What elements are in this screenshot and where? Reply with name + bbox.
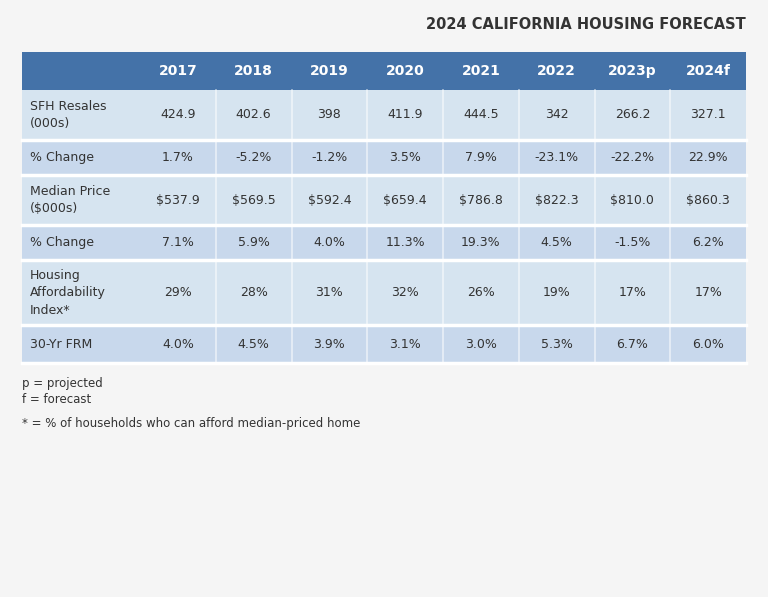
Text: 444.5: 444.5 [463,109,498,122]
Text: 17%: 17% [694,286,722,299]
Text: % Change: % Change [30,236,94,249]
Text: 6.2%: 6.2% [692,236,724,249]
Text: 2020: 2020 [386,64,425,78]
Text: Housing
Affordability
Index*: Housing Affordability Index* [30,269,106,316]
Text: 2017: 2017 [158,64,197,78]
Text: p = projected: p = projected [22,377,103,390]
Text: $569.5: $569.5 [232,193,276,207]
Text: 3.5%: 3.5% [389,151,421,164]
Text: 26%: 26% [467,286,495,299]
Text: 3.1%: 3.1% [389,337,421,350]
Text: 19.3%: 19.3% [461,236,501,249]
Text: 6.7%: 6.7% [617,337,648,350]
Text: 2022: 2022 [537,64,576,78]
Text: -23.1%: -23.1% [535,151,578,164]
Text: Median Price
($000s): Median Price ($000s) [30,184,111,216]
Text: $592.4: $592.4 [307,193,351,207]
Text: SFH Resales
(000s): SFH Resales (000s) [30,100,107,130]
Text: 424.9: 424.9 [160,109,196,122]
Text: 22.9%: 22.9% [688,151,728,164]
Text: * = % of households who can afford median-priced home: * = % of households who can afford media… [22,417,360,430]
Text: 2021: 2021 [462,64,500,78]
Bar [22,140,746,175]
Text: 398: 398 [317,109,341,122]
Text: 7.1%: 7.1% [162,236,194,249]
Text: 4.5%: 4.5% [237,337,270,350]
Text: 28%: 28% [240,286,267,299]
Text: 2024f: 2024f [686,64,730,78]
Text: 11.3%: 11.3% [386,236,425,249]
Text: 4.5%: 4.5% [541,236,573,249]
Text: 6.0%: 6.0% [692,337,724,350]
Text: 5.9%: 5.9% [237,236,270,249]
Text: 3.0%: 3.0% [465,337,497,350]
Text: -5.2%: -5.2% [236,151,272,164]
Bar [22,175,746,225]
Text: 4.0%: 4.0% [313,236,346,249]
Text: $822.3: $822.3 [535,193,578,207]
Text: $860.3: $860.3 [687,193,730,207]
Bar [22,325,746,363]
Text: $537.9: $537.9 [156,193,200,207]
Bar [22,90,746,140]
Text: 29%: 29% [164,286,192,299]
Text: f = forecast: f = forecast [22,393,91,406]
Text: 2019: 2019 [310,64,349,78]
Text: $659.4: $659.4 [383,193,427,207]
Text: 32%: 32% [391,286,419,299]
Text: 327.1: 327.1 [690,109,726,122]
Text: % Change: % Change [30,151,94,164]
Text: 402.6: 402.6 [236,109,271,122]
Text: 2018: 2018 [234,64,273,78]
Text: $810.0: $810.0 [611,193,654,207]
Text: 1.7%: 1.7% [162,151,194,164]
Text: 31%: 31% [316,286,343,299]
Bar [22,52,746,90]
Text: 5.3%: 5.3% [541,337,573,350]
Text: 266.2: 266.2 [614,109,650,122]
Text: 342: 342 [545,109,568,122]
Bar [22,260,746,325]
Text: 19%: 19% [543,286,571,299]
Text: 3.9%: 3.9% [313,337,346,350]
Bar [22,225,746,260]
Text: 2023p: 2023p [608,64,657,78]
Text: 17%: 17% [618,286,647,299]
Text: 4.0%: 4.0% [162,337,194,350]
Text: 30-Yr FRM: 30-Yr FRM [30,337,92,350]
Text: -1.5%: -1.5% [614,236,650,249]
Text: $786.8: $786.8 [459,193,503,207]
Text: -22.2%: -22.2% [611,151,654,164]
Text: 2024 CALIFORNIA HOUSING FORECAST: 2024 CALIFORNIA HOUSING FORECAST [426,17,746,32]
Text: 411.9: 411.9 [387,109,423,122]
Text: 7.9%: 7.9% [465,151,497,164]
Text: -1.2%: -1.2% [311,151,347,164]
